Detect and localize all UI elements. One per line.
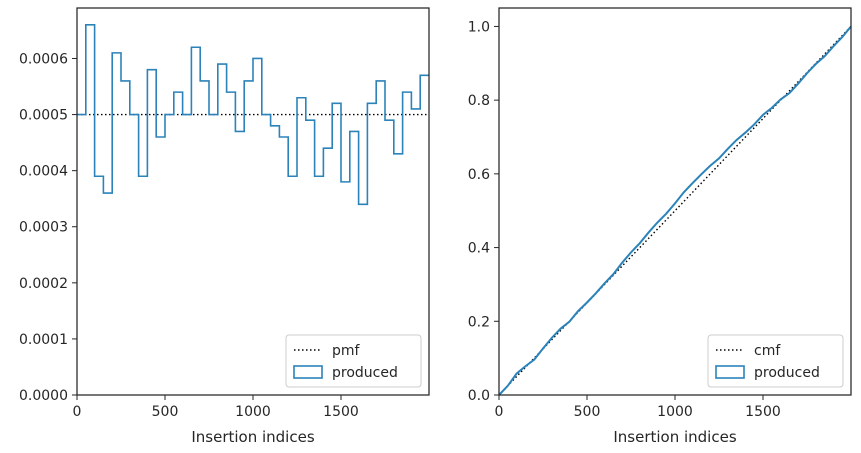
- legend-swatch-produced: [293, 365, 323, 379]
- y-tick-label: 0.0000: [19, 388, 68, 404]
- legend-label-produced: produced: [332, 365, 398, 381]
- x-tick-label: 1500: [745, 404, 781, 420]
- series-produced-histogram: [77, 24, 429, 206]
- x-axis-label: Insertion indices: [613, 428, 736, 446]
- left-chart-pmf-histogram: 0.0000 0.0001 0.0002 0.0003 0.0004 0.0005 0.00…: [19, 7, 430, 446]
- y-tick-label: 0.0002: [19, 276, 68, 292]
- y-tick-label: 0.0004: [19, 164, 68, 180]
- y-tick-label: 0.0003: [19, 220, 68, 236]
- legend: cmf produced: [707, 334, 844, 388]
- legend-box: [707, 334, 844, 388]
- x-tick-label: 0: [73, 404, 82, 420]
- legend-label-pmf: pmf: [332, 343, 361, 359]
- y-tick-label: 0.0006: [19, 51, 68, 67]
- legend-label-cmf: cmf: [754, 343, 781, 359]
- legend-swatch-produced: [715, 365, 745, 379]
- y-tick-label: 0.0: [468, 388, 490, 404]
- y-tick-label: 0.4: [468, 241, 490, 257]
- legend-label-produced: produced: [754, 365, 820, 381]
- x-tick-label: 1000: [235, 404, 271, 420]
- series-produced-line: [498, 25, 852, 396]
- y-tick-label: 1.0: [468, 19, 490, 35]
- y-tick-label: 0.6: [468, 167, 490, 183]
- x-axis-label: Insertion indices: [191, 428, 314, 446]
- y-tick-label: 0.8: [468, 93, 490, 109]
- legend-box: [285, 334, 422, 388]
- y-tick-label: 0.2: [468, 314, 490, 330]
- legend: pmf produced: [285, 334, 422, 388]
- plot-frame: [76, 7, 430, 396]
- x-tick-label: 500: [574, 404, 601, 420]
- x-tick-label: 1500: [323, 404, 359, 420]
- right-chart-cmf-line: 0.0 0.2 0.4 0.6 0.8 1.0 0 500 1000 1500 Insertion …: [468, 7, 852, 446]
- series-cmf-line: [498, 25, 852, 396]
- x-tick-label: 500: [152, 404, 179, 420]
- y-tick-label: 0.0005: [19, 108, 68, 124]
- y-tick-label: 0.0001: [19, 332, 68, 348]
- x-tick-label: 0: [495, 404, 504, 420]
- plot-frame: [498, 7, 852, 396]
- x-tick-label: 1000: [657, 404, 693, 420]
